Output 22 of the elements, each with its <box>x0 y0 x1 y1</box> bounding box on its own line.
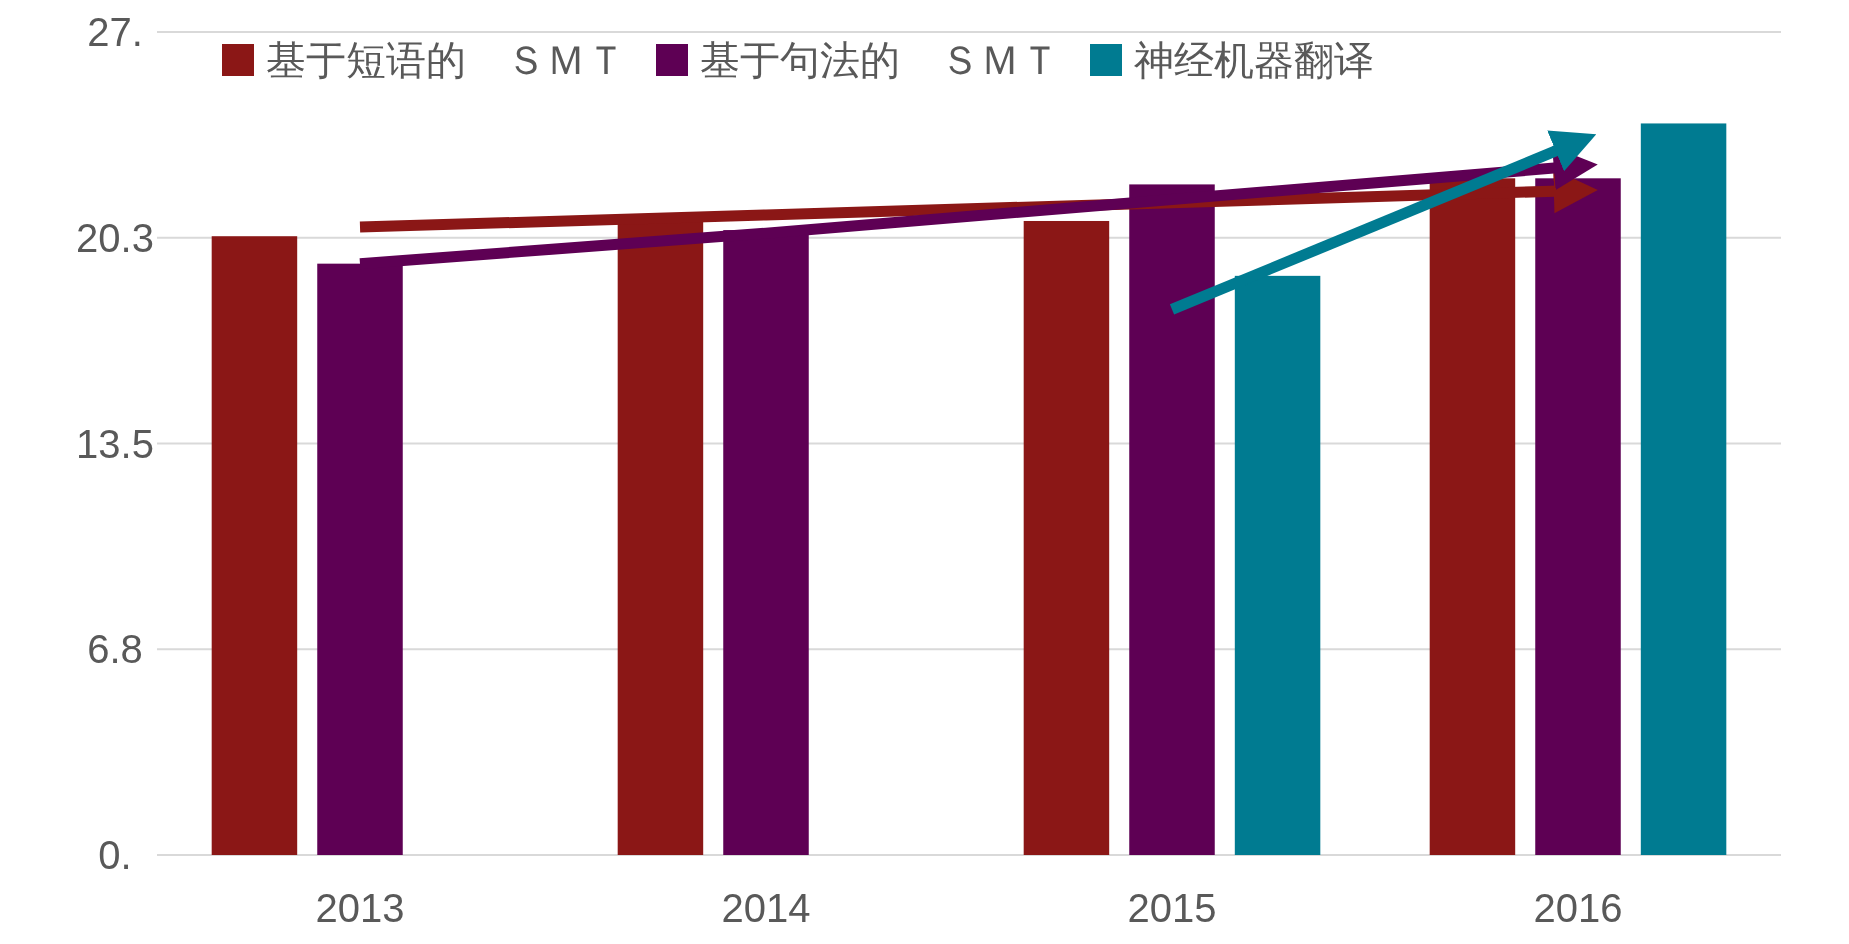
bar <box>211 236 298 855</box>
x-tick-label: 2015 <box>1127 886 1217 930</box>
legend-label: 神经机器翻译 <box>1134 38 1374 82</box>
bar <box>1129 184 1215 855</box>
y-tick-label: 0. <box>98 833 132 877</box>
x-tick-label: 2013 <box>315 886 405 930</box>
bar <box>1023 220 1110 855</box>
bar <box>1640 123 1727 855</box>
bar <box>617 220 704 855</box>
x-tick-label: 2014 <box>721 886 811 930</box>
x-tick-label: 2016 <box>1533 886 1623 930</box>
bar <box>317 263 403 855</box>
y-tick-label: 13.5 <box>76 421 154 466</box>
y-tick-label: 20.3 <box>76 215 154 260</box>
legend-label: 基于句法的 ＳＭＴ <box>700 38 1060 82</box>
legend-label: 基于短语的 ＳＭＴ <box>266 38 626 82</box>
bar <box>1429 178 1516 855</box>
bar <box>723 230 809 855</box>
bar <box>1535 178 1621 855</box>
y-tick-label: 27. <box>87 10 143 54</box>
bar <box>1234 275 1321 855</box>
y-tick-label: 6.8 <box>87 627 143 672</box>
